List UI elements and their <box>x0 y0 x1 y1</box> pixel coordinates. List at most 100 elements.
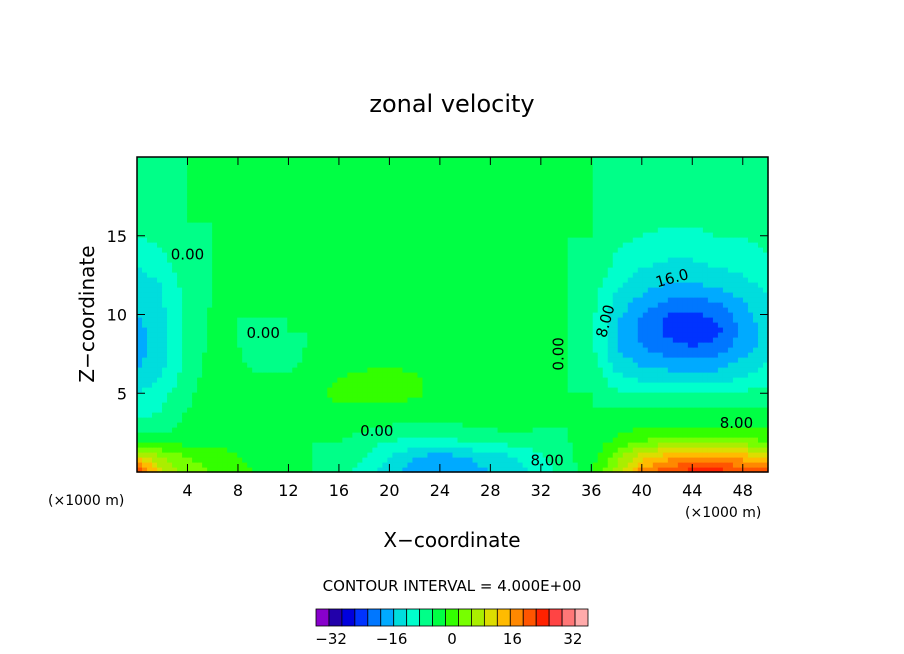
heatmap-cell <box>217 337 223 343</box>
heatmap-cell <box>452 372 459 378</box>
heatmap-cell <box>462 382 469 388</box>
heatmap-cell <box>667 332 674 338</box>
heatmap-cell <box>137 332 143 338</box>
heatmap-cell <box>257 432 263 438</box>
heatmap-cell <box>342 327 348 333</box>
heatmap-cell <box>167 432 173 438</box>
heatmap-cell <box>522 347 529 353</box>
heatmap-cell <box>192 392 198 398</box>
heatmap-cell <box>517 457 524 463</box>
heatmap-cell <box>602 292 609 298</box>
heatmap-cell <box>577 392 584 398</box>
heatmap-cell <box>482 407 489 413</box>
heatmap-cell <box>637 277 644 283</box>
heatmap-cell <box>537 292 544 298</box>
heatmap-cell <box>447 467 454 473</box>
heatmap-cell <box>202 277 208 283</box>
heatmap-cell <box>597 297 604 303</box>
heatmap-cell <box>462 417 469 423</box>
heatmap-cell <box>267 332 273 338</box>
heatmap-cell <box>162 382 168 388</box>
heatmap-cell <box>277 297 283 303</box>
heatmap-cell <box>382 282 388 288</box>
heatmap-cell <box>527 272 534 278</box>
heatmap-cell <box>647 452 654 458</box>
heatmap-cell <box>177 422 183 428</box>
heatmap-cell <box>152 357 158 363</box>
heatmap-cell <box>162 322 168 328</box>
heatmap-cell <box>282 387 288 393</box>
heatmap-cell <box>647 352 654 358</box>
heatmap-cell <box>627 447 634 453</box>
heatmap-cell <box>632 327 639 333</box>
heatmap-cell <box>602 422 609 428</box>
heatmap-cell <box>257 342 263 348</box>
heatmap-cell <box>307 467 313 473</box>
heatmap-cell <box>467 317 474 323</box>
heatmap-cell <box>682 292 689 298</box>
heatmap-cell <box>597 457 604 463</box>
heatmap-cell <box>422 382 429 388</box>
heatmap-cell <box>652 442 659 448</box>
heatmap-cell <box>347 287 353 293</box>
heatmap-cell <box>427 442 434 448</box>
heatmap-cell <box>247 282 253 288</box>
heatmap-cell <box>222 362 228 368</box>
heatmap-cell <box>337 372 343 378</box>
heatmap-cell <box>337 447 343 453</box>
heatmap-cell <box>672 387 679 393</box>
heatmap-cell <box>532 327 539 333</box>
heatmap-cell <box>702 412 709 418</box>
heatmap-cell <box>702 342 709 348</box>
heatmap-cell <box>427 447 434 453</box>
heatmap-cell <box>512 392 519 398</box>
heatmap-cell <box>557 432 564 438</box>
heatmap-cell <box>397 327 404 333</box>
heatmap-cell <box>547 432 554 438</box>
heatmap-cell <box>492 357 499 363</box>
heatmap-cell <box>422 447 429 453</box>
heatmap-cell <box>247 317 253 323</box>
heatmap-cell <box>682 377 689 383</box>
heatmap-cell <box>367 357 373 363</box>
heatmap-cell <box>622 322 629 328</box>
heatmap-cell <box>572 352 579 358</box>
heatmap-cell <box>307 377 313 383</box>
heatmap-cell <box>617 352 624 358</box>
heatmap-cell <box>177 432 183 438</box>
heatmap-cell <box>637 322 644 328</box>
heatmap-cell <box>222 332 228 338</box>
heatmap-cell <box>287 277 293 283</box>
heatmap-cell <box>317 467 323 473</box>
heatmap-cell <box>312 407 318 413</box>
heatmap-cell <box>402 452 409 458</box>
heatmap-cell <box>342 367 348 373</box>
heatmap-cell <box>272 332 278 338</box>
heatmap-cell <box>642 382 649 388</box>
heatmap-cell <box>307 402 313 408</box>
heatmap-cell <box>177 292 183 298</box>
heatmap-cell <box>437 312 444 318</box>
heatmap-cell <box>357 382 363 388</box>
heatmap-cell <box>667 397 674 403</box>
heatmap-cell <box>452 452 459 458</box>
heatmap-cell <box>687 282 694 288</box>
heatmap-cell <box>502 437 509 443</box>
heatmap-cell <box>262 437 268 443</box>
heatmap-cell <box>137 447 143 453</box>
heatmap-cell <box>707 372 714 378</box>
heatmap-cell <box>502 287 509 293</box>
heatmap-cell <box>217 452 223 458</box>
heatmap-cell <box>577 292 584 298</box>
heatmap-cell <box>292 387 298 393</box>
heatmap-cell <box>717 412 724 418</box>
heatmap-cell <box>467 427 474 433</box>
heatmap-cell <box>687 452 694 458</box>
heatmap-cell <box>632 352 639 358</box>
heatmap-cell <box>182 432 188 438</box>
heatmap-cell <box>287 397 293 403</box>
heatmap-cell <box>377 277 383 283</box>
heatmap-cell <box>307 462 313 468</box>
heatmap-cell <box>712 307 719 313</box>
heatmap-cell <box>342 362 348 368</box>
